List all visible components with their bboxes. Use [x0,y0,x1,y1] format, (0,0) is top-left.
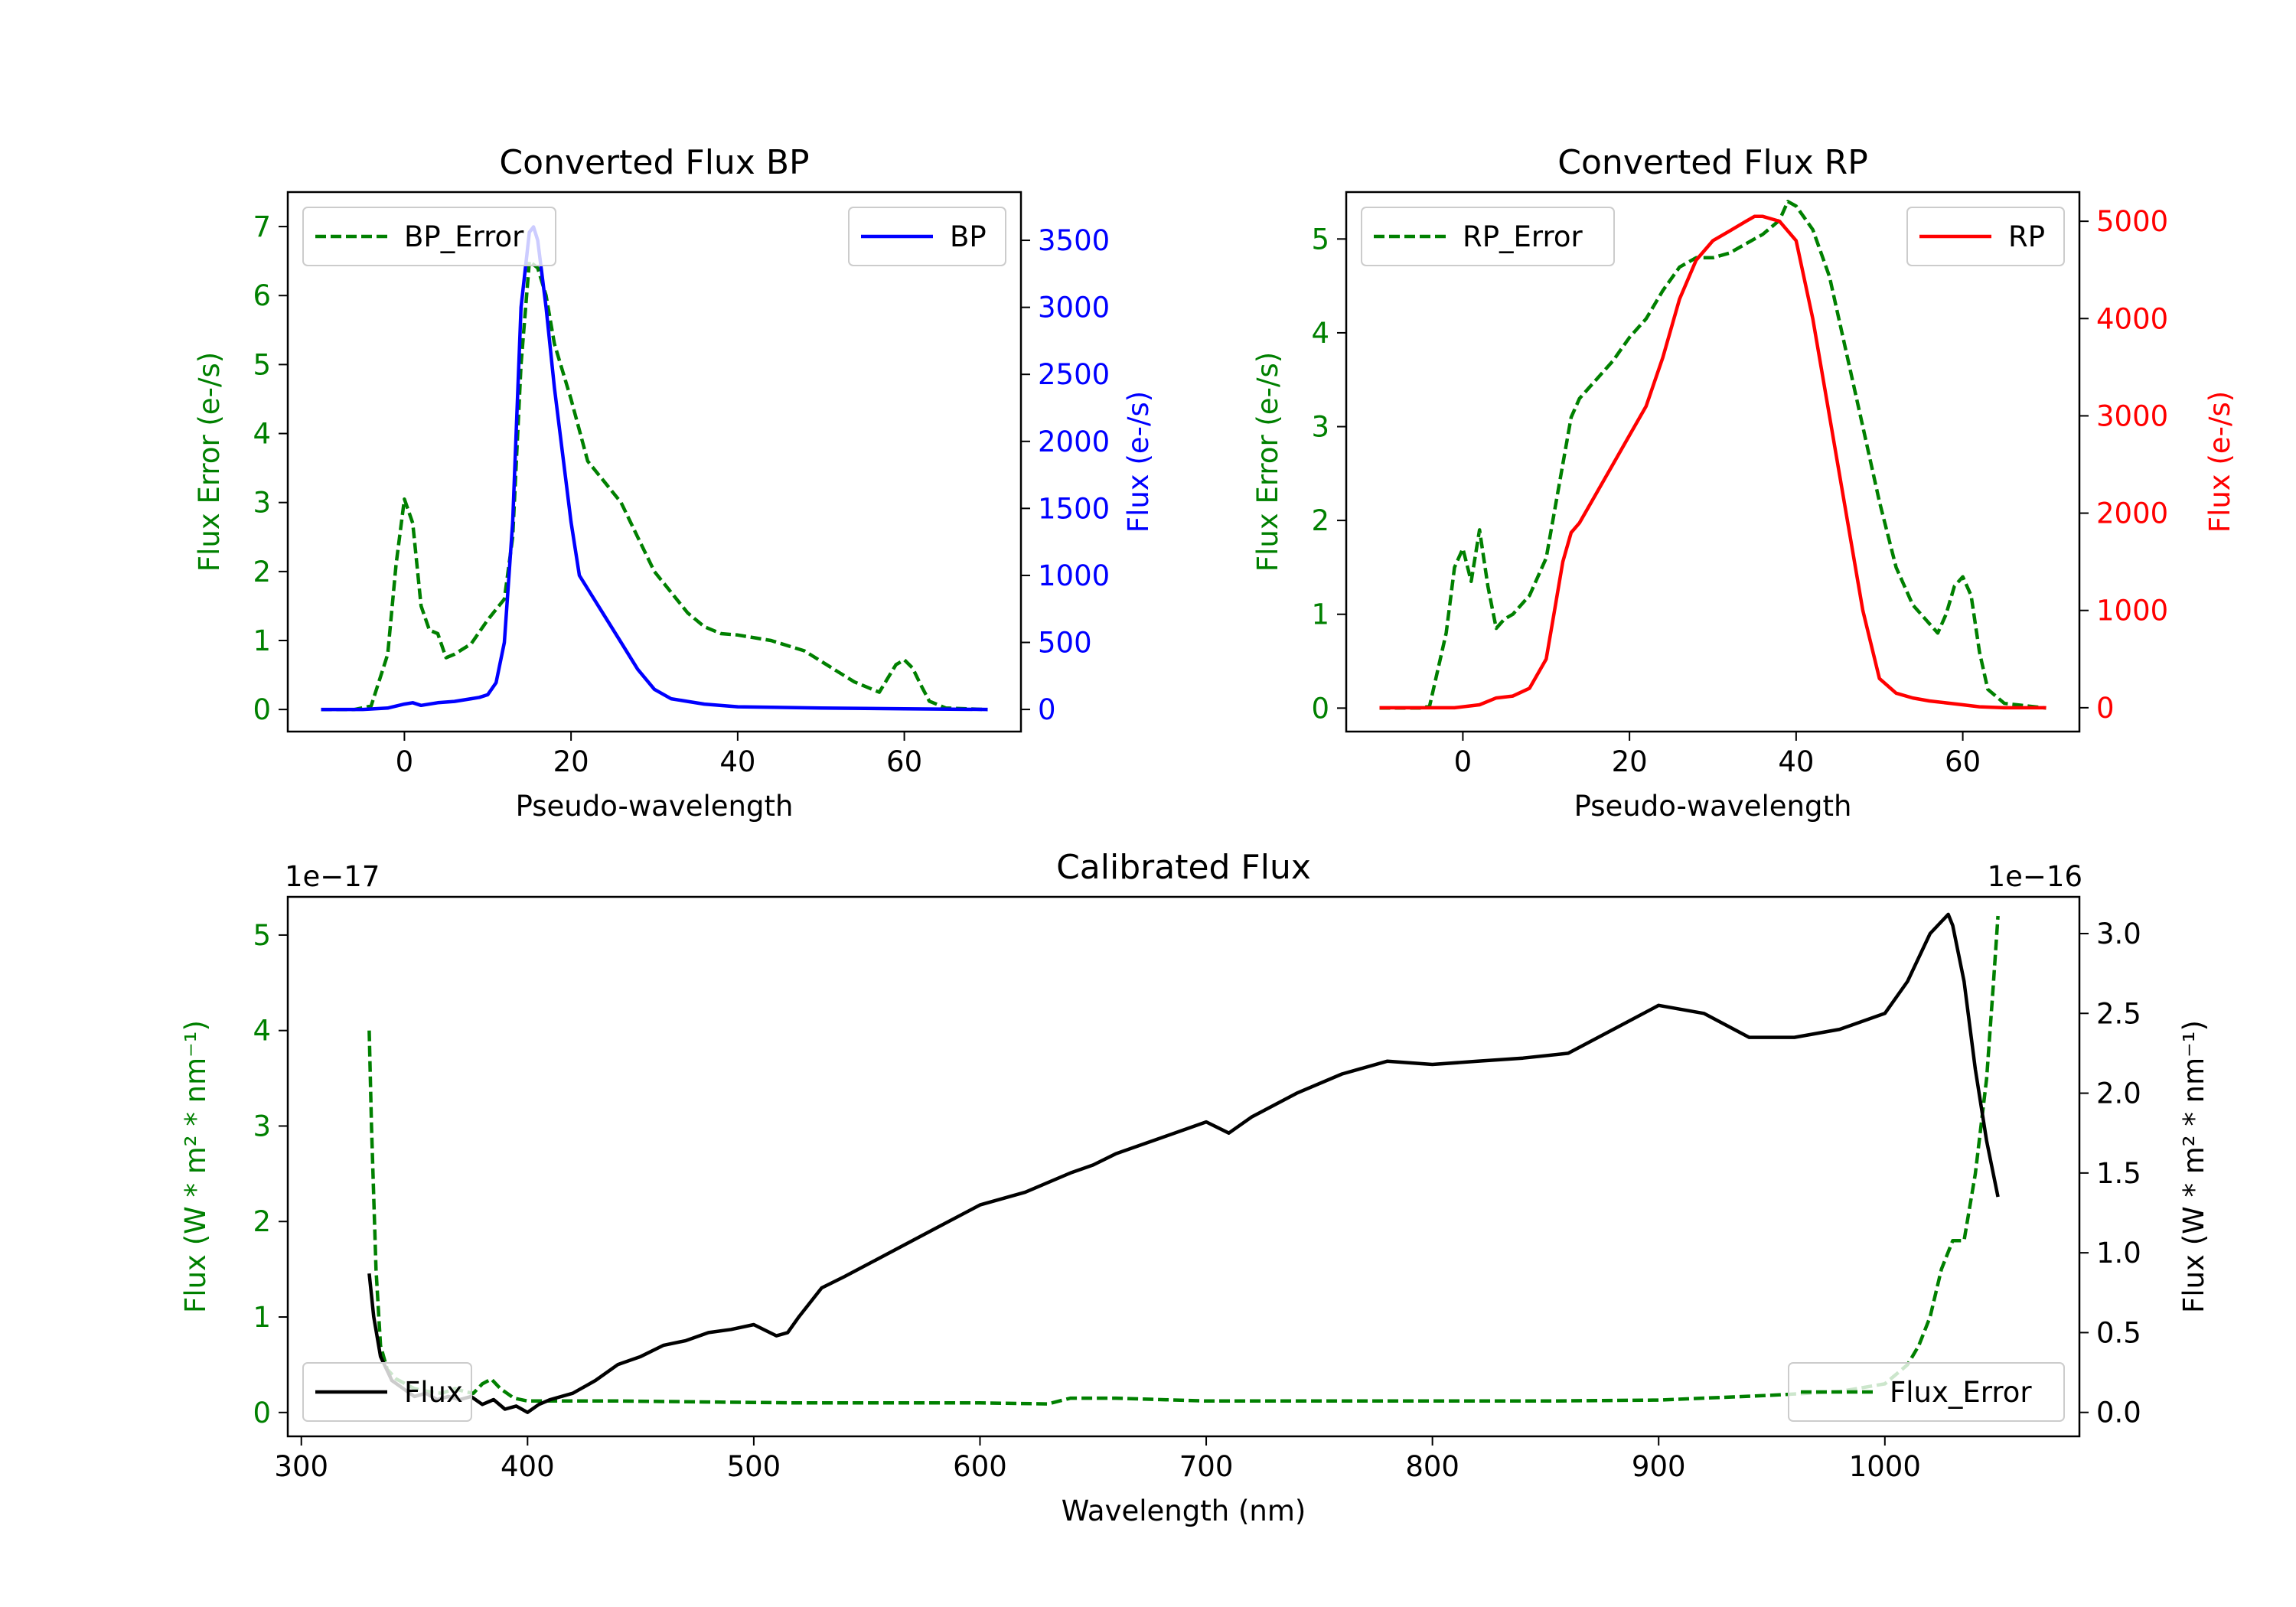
chart-title: Calibrated Flux [1056,848,1311,887]
y-left-tick-label: 2 [253,556,271,588]
y-right-tick-label: 3000 [1038,292,1110,324]
chart-1: 0 20 40 60 0 1 2 3 4 5 6 7 0 500 1000 1500 2000 2500 3000 3… [193,143,1155,823]
legend-label: RP_Error [1463,220,1583,253]
chart-2: 0 20 40 60 0 1 2 3 4 5 0 1000 2000 3000 4000 5000 Conver… [1251,143,2236,823]
y-left-tick-label: 2 [1311,504,1329,537]
legend-box [302,207,556,266]
y-right-tick-label: 5000 [2096,205,2168,238]
y-left-tick-label: 3 [253,487,271,520]
y-left-tick-label: 7 [253,210,271,243]
y-left-tick-label: 4 [253,418,271,451]
legend-label: Flux [404,1376,463,1409]
y-right-tick-label: 1000 [1038,559,1110,592]
x-tick-label: 40 [719,745,755,778]
y-right-axis-label: Flux (e-/s) [1122,391,1155,533]
legend-rp: RP [1906,207,2065,266]
y-right-tick-label: 2.5 [2096,997,2141,1030]
y-right-tick-label: 3000 [2096,399,2168,432]
y-left-axis-label: Flux Error (e-/s) [1251,352,1284,572]
chart-3: 300 400 500 600 700 800 900 1000 0 1 2 3 4 5 0.0 0.5 1.0… [179,848,2210,1527]
y-right-tick-label: 0 [1038,693,1056,726]
x-tick-label: 40 [1778,745,1814,778]
y-right-tick-label: 3500 [1038,224,1110,257]
y-right-tick-label: 2000 [2096,497,2168,530]
y-right-tick-label: 2000 [1038,425,1110,458]
plot-frame [286,191,1022,733]
y-right-tick-label: 1.0 [2096,1237,2141,1270]
y-right-tick-label: 1.5 [2096,1157,2141,1190]
y-left-tick-label: 4 [1311,317,1329,350]
x-axis-label: Pseudo-wavelength [1574,790,1852,823]
y-left-tick-label: 3 [253,1110,271,1143]
x-tick-label: 60 [886,745,922,778]
legend-box [1361,207,1615,266]
y-left-tick-label: 4 [253,1015,271,1048]
x-tick-label: 0 [396,745,414,778]
y-left-tick-label: 1 [253,624,271,657]
y-left-tick-label: 0 [253,1397,271,1429]
legend-rp-error: RP_Error [1361,207,1615,266]
y-left-tick-label: 3 [1311,411,1329,444]
series-line-bp [321,225,988,712]
y-left-tick-label: 0 [253,693,271,726]
x-tick-label: 900 [1632,1450,1686,1483]
legend-label: BP_Error [404,220,524,253]
chart-title: Converted Flux RP [1557,143,1868,182]
x-tick-label: 1000 [1849,1450,1921,1483]
y-right-axis-label: Flux (W * m² * nm⁻¹) [2177,1020,2210,1313]
x-tick-label: 700 [1179,1450,1234,1483]
series-line-flux [367,912,2000,1414]
x-tick-label: 800 [1405,1450,1459,1483]
series-line-bp-error [321,259,988,712]
y-right-tick-label: 500 [1038,627,1092,660]
y-left-tick-label: 5 [1311,223,1329,256]
y-left-tick-label: 1 [1311,598,1329,631]
legend-bp: BP [848,207,1006,266]
x-tick-label: 300 [274,1450,328,1483]
y-left-tick-label: 5 [253,348,271,381]
y-right-tick-label: 4000 [2096,302,2168,335]
x-tick-label: 20 [553,745,589,778]
legend-bp-error: BP_Error [302,207,556,266]
y-left-tick-label: 1 [253,1301,271,1334]
x-tick-label: 60 [1945,745,1981,778]
y-left-offset-text: 1e−17 [285,860,380,893]
plot-frame [286,895,2081,1438]
legend-label: BP [950,220,987,253]
y-right-tick-label: 0 [2096,692,2115,725]
y-left-tick-label: 5 [253,919,271,952]
x-axis-label: Wavelength (nm) [1062,1495,1306,1527]
y-right-tick-label: 3.0 [2096,918,2141,950]
x-tick-label: 600 [953,1450,1007,1483]
y-right-offset-text: 1e−16 [1988,860,2082,893]
legend-box [1788,1362,2065,1422]
series-line-rp [1379,214,2047,710]
y-left-tick-label: 0 [1311,692,1329,725]
y-right-tick-label: 2.0 [2096,1077,2141,1110]
y-left-axis-label: Flux (W * m² * nm⁻¹) [179,1020,212,1313]
y-right-tick-label: 0.0 [2096,1397,2141,1429]
series-line-flux-error [367,915,2000,1406]
chart-title: Converted Flux BP [499,143,809,182]
y-left-tick-label: 6 [253,279,271,312]
y-right-tick-label: 1000 [2096,595,2168,627]
legend-label: RP [2008,220,2045,253]
x-tick-label: 400 [501,1450,555,1483]
x-tick-label: 500 [727,1450,781,1483]
legend-label: Flux_Error [1890,1376,2032,1409]
y-left-axis-label: Flux Error (e-/s) [193,352,226,572]
y-right-tick-label: 2500 [1038,358,1110,391]
series-line-rp-error [1379,200,2047,710]
y-right-tick-label: 1500 [1038,492,1110,525]
legend-flux-error: Flux_Error [1788,1362,2065,1422]
plot-frame [1345,191,2081,733]
legend-flux: Flux [302,1362,472,1422]
y-left-tick-label: 2 [253,1205,271,1238]
x-tick-label: 20 [1612,745,1648,778]
x-tick-label: 0 [1454,745,1473,778]
y-right-axis-label: Flux (e-/s) [2203,391,2236,533]
x-axis-label: Pseudo-wavelength [516,790,794,823]
y-right-tick-label: 0.5 [2096,1316,2141,1349]
